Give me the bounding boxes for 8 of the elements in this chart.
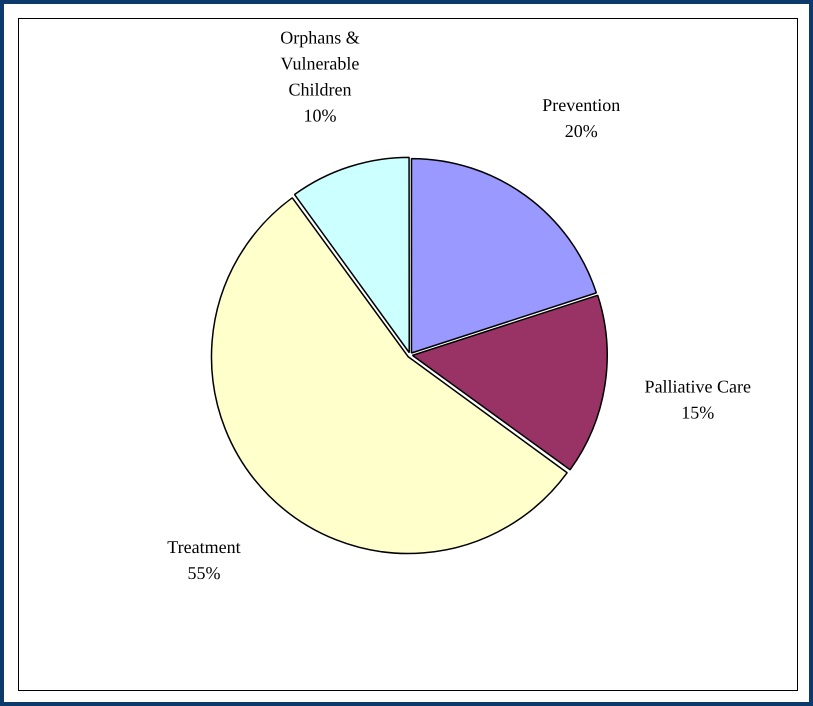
slice-label: Orphans & Vulnerable Children — [280, 28, 360, 100]
data-label: 20% — [564, 121, 598, 142]
data-label: 10% — [303, 106, 336, 126]
slice-label: Treatment — [167, 536, 241, 557]
slice-label: Palliative Care — [644, 376, 752, 396]
data-label: 55% — [187, 562, 220, 583]
data-label: 15% — [681, 402, 714, 422]
slice-label: Prevention — [542, 95, 620, 116]
